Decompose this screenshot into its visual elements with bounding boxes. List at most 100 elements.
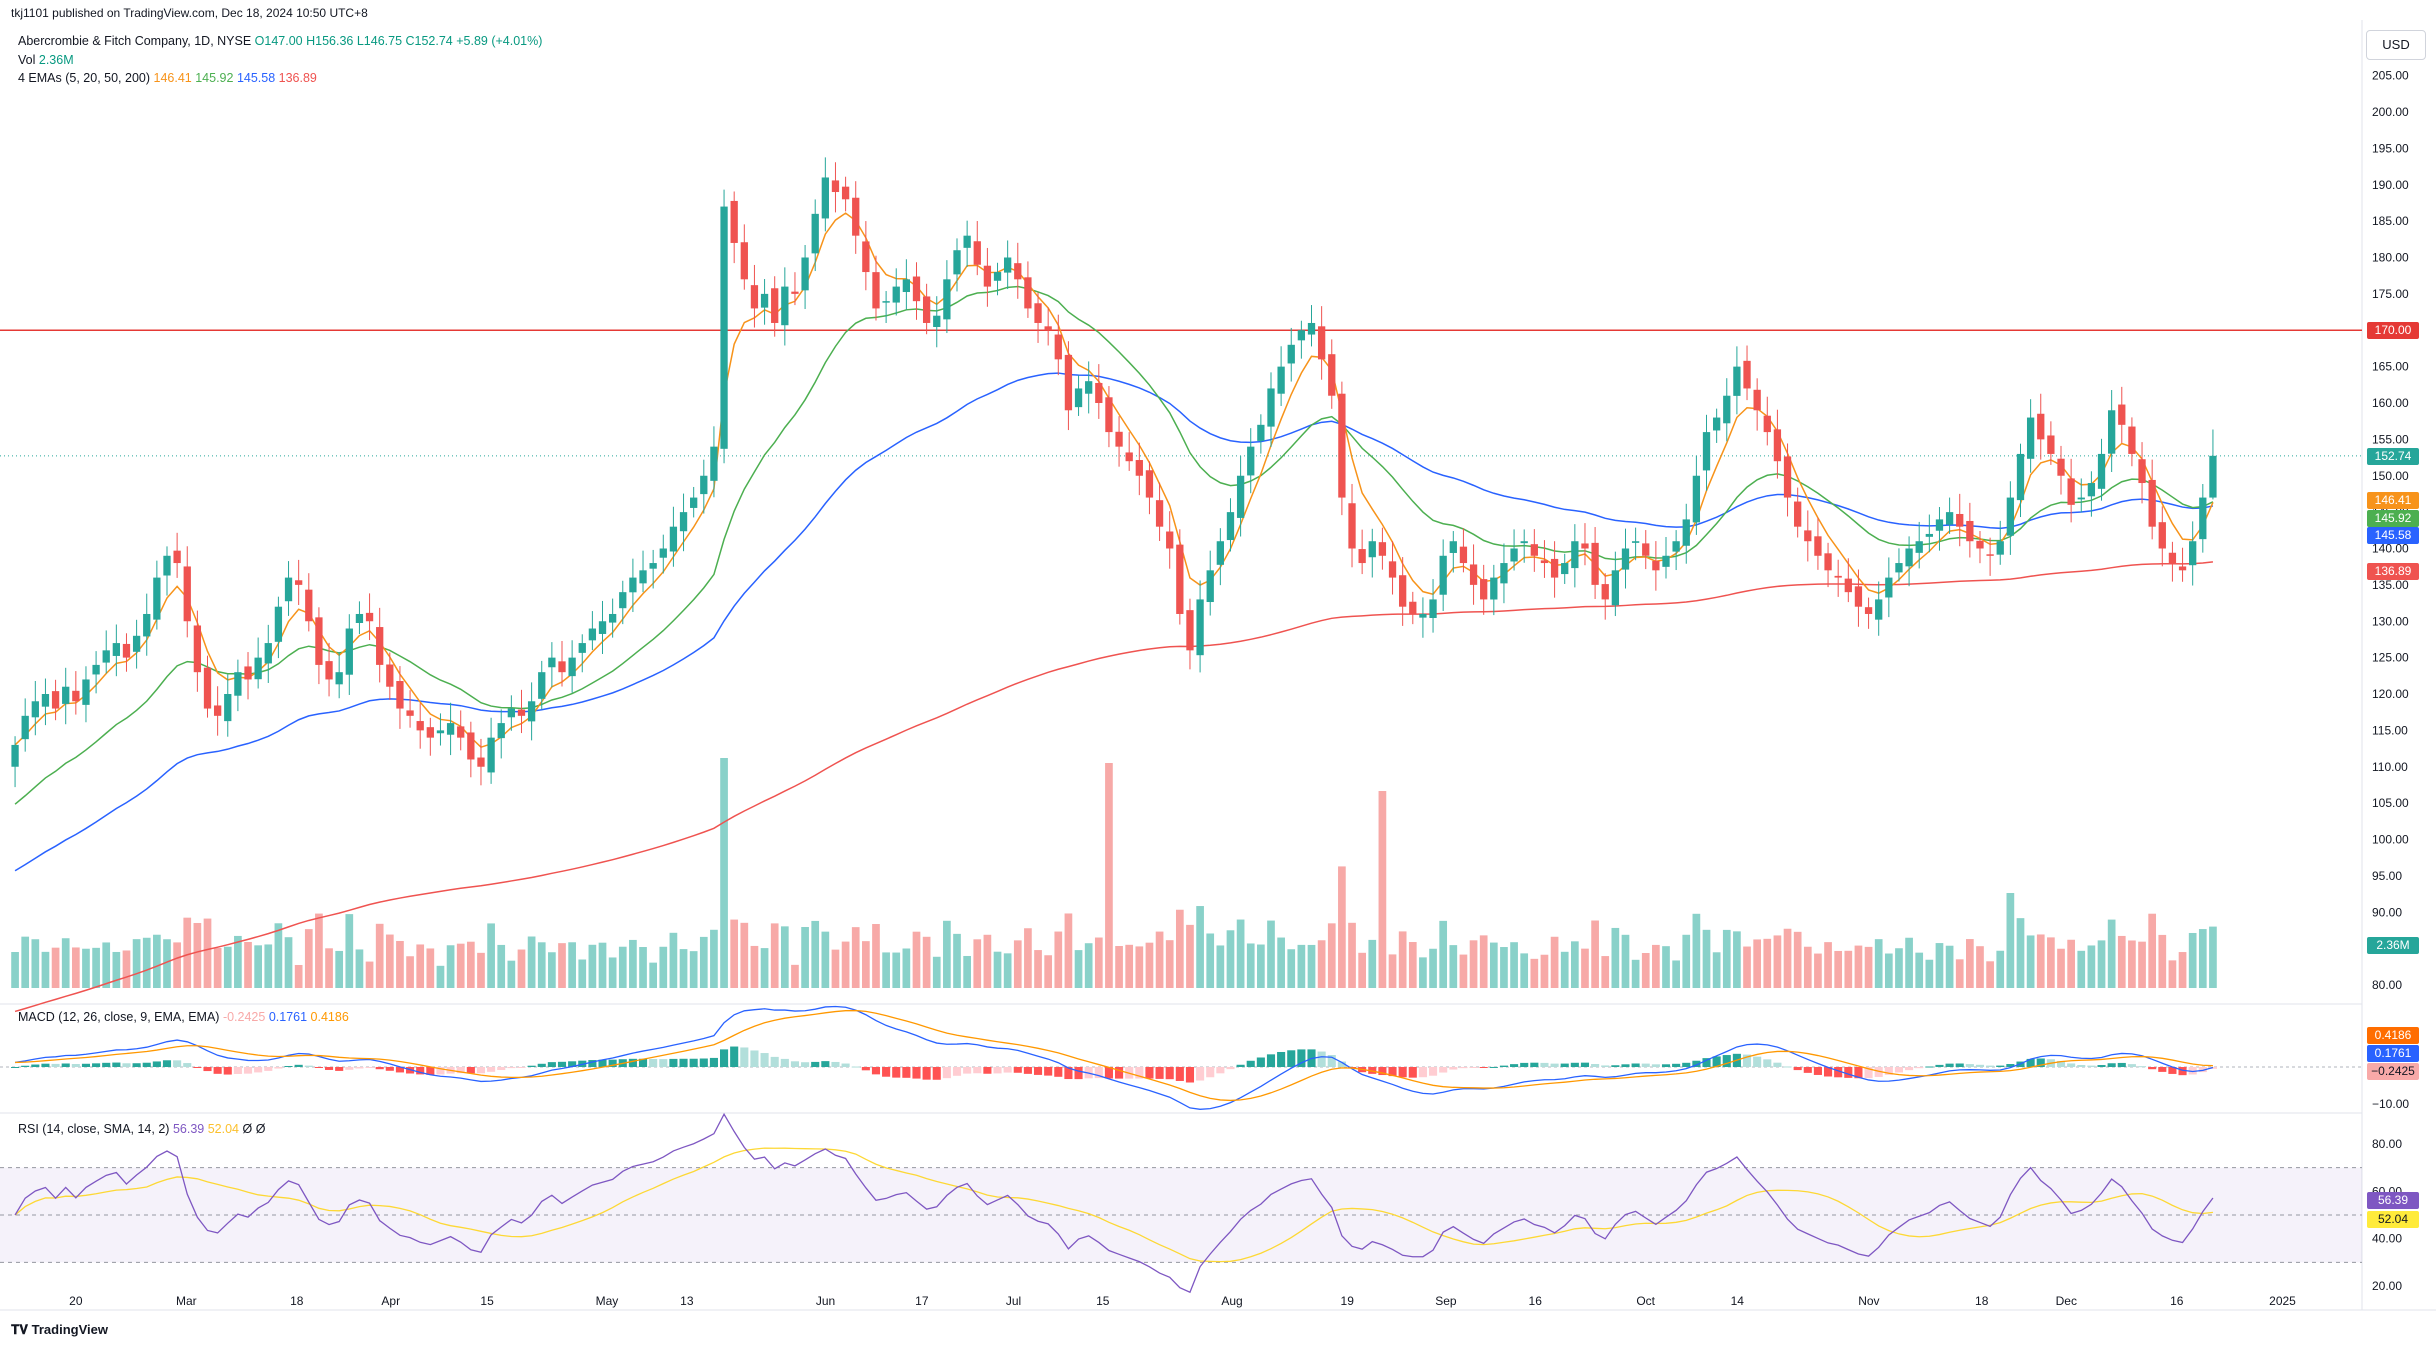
macd-histogram-bar	[1185, 1067, 1195, 1083]
macd-histogram-bar	[1003, 1067, 1012, 1073]
volume-bar	[932, 956, 941, 988]
volume-bar	[71, 947, 80, 988]
macd-histogram-bar	[1023, 1067, 1032, 1074]
volume-label: Vol	[18, 53, 36, 67]
macd-histogram-bar	[1905, 1067, 1914, 1071]
candle-body	[1925, 533, 1933, 537]
candle-body	[426, 727, 434, 738]
candle-body	[497, 723, 505, 739]
macd-histogram-bar	[547, 1062, 556, 1067]
macd-histogram-bar	[1155, 1067, 1164, 1079]
macd-histogram-bar	[264, 1067, 273, 1071]
volume-bar	[1094, 937, 1103, 988]
macd-histogram-bar	[2087, 1065, 2096, 1067]
volume-bar	[1874, 939, 1883, 988]
volume-bar	[1479, 935, 1488, 988]
candle-body	[1540, 560, 1549, 564]
ema200-line	[14, 561, 2214, 1013]
macd-histogram-bar	[1044, 1067, 1053, 1076]
candle-body	[82, 679, 90, 705]
volume-bar	[385, 934, 394, 988]
candle-body	[21, 715, 29, 740]
candle-body	[1753, 389, 1761, 411]
macd-histogram-bar	[1165, 1067, 1174, 1080]
currency-selector[interactable]: USD	[2366, 30, 2426, 60]
macd-histogram-bar	[1641, 1063, 1650, 1067]
resistance-price-label: 170.00	[2367, 322, 2419, 339]
candle-body	[1267, 388, 1275, 427]
candle-body	[1915, 541, 1923, 553]
candle-body	[841, 186, 850, 200]
macd-histogram-bar	[395, 1067, 404, 1073]
macd-histogram-bar	[1317, 1051, 1326, 1067]
macd-histogram-bar	[1479, 1067, 1488, 1068]
volume-bar	[325, 948, 333, 988]
macd-histogram-bar	[1449, 1067, 1458, 1070]
volume-bar	[588, 944, 597, 988]
candle-body	[213, 705, 222, 716]
candle-body	[1105, 397, 1113, 433]
candle-body	[1439, 555, 1447, 595]
macd-histogram-bar	[1692, 1060, 1701, 1067]
macd-histogram-bar	[1986, 1065, 1995, 1067]
time-tick-label: Sep	[1435, 1294, 1457, 1308]
volume-bar	[92, 947, 100, 988]
volume-bar	[1570, 941, 1579, 988]
macd-histogram-bar	[1094, 1067, 1103, 1079]
macd-histogram-bar	[1145, 1067, 1154, 1079]
volume-bar	[1733, 931, 1741, 988]
candle-body	[2087, 483, 2096, 497]
candle-body	[112, 643, 120, 656]
volume-bar	[2107, 919, 2116, 988]
macd-histogram-bar	[2067, 1063, 2076, 1067]
candle-body	[1196, 599, 1204, 656]
volume-bar	[274, 923, 283, 988]
candle-body	[1307, 322, 1316, 335]
macd-histogram-bar	[1236, 1064, 1245, 1067]
price-tick-label: 190.00	[2372, 178, 2409, 192]
candle-body	[41, 694, 50, 707]
macd-histogram-bar	[740, 1047, 749, 1067]
ema20-value: 145.92	[195, 71, 234, 85]
candle-body	[933, 315, 941, 327]
macd-histogram-bar	[963, 1067, 972, 1074]
volume-bar	[1338, 866, 1346, 988]
volume-value: 2.36M	[38, 53, 74, 67]
volume-bar	[1652, 944, 1660, 988]
candle-body	[568, 657, 576, 677]
macd-histogram-bar	[1824, 1067, 1833, 1077]
candle-body	[507, 708, 516, 718]
volume-bar	[2047, 937, 2055, 988]
volume-bar	[1236, 919, 1245, 988]
volume-price-label: 2.36M	[2367, 937, 2419, 954]
macd-histogram-bar	[1712, 1056, 1721, 1067]
rsi-tick-label: 80.00	[2372, 1137, 2402, 1151]
macd-histogram-bar	[122, 1063, 131, 1067]
candle-body	[295, 580, 303, 585]
candle-body	[2118, 404, 2126, 425]
candle-body	[1642, 543, 1650, 556]
macd-histogram-bar	[1844, 1067, 1853, 1078]
candle-body	[92, 664, 100, 675]
macd-histogram-bar	[628, 1058, 637, 1067]
macd-histogram-bar	[1378, 1067, 1387, 1076]
candle-body	[821, 177, 829, 219]
candle-body	[1034, 303, 1042, 323]
candle-body	[2148, 479, 2156, 527]
candle-body	[882, 301, 890, 303]
candle-body	[1743, 360, 1751, 389]
volume-bar	[1327, 923, 1336, 988]
candle-body	[254, 657, 262, 680]
volume-bar	[1307, 944, 1316, 988]
candle-body	[1328, 354, 1336, 396]
volume-bar	[618, 946, 627, 988]
candle-body	[1601, 584, 1609, 600]
macd-histogram-bar	[1834, 1067, 1843, 1078]
volume-bar	[902, 948, 911, 988]
macd-histogram-bar	[426, 1067, 435, 1075]
volume-bar	[1692, 913, 1701, 988]
macd-histogram-bar	[770, 1056, 779, 1067]
candle-body	[1186, 610, 1194, 651]
candle-body	[1571, 541, 1579, 569]
